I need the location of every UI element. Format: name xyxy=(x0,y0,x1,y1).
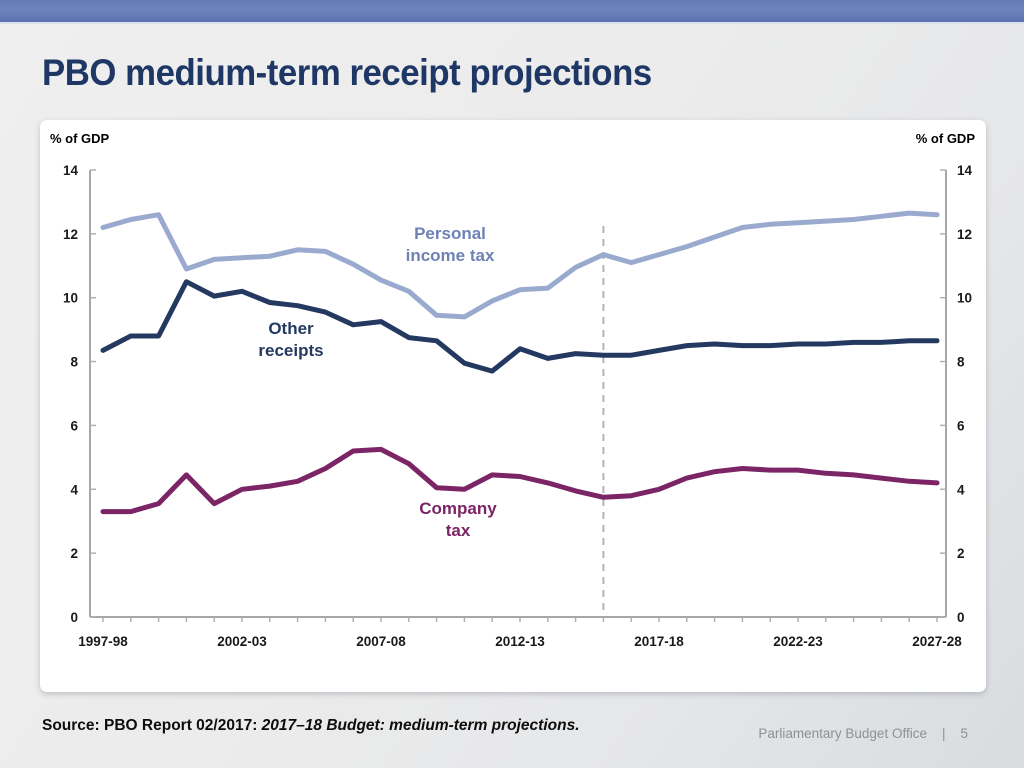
source-citation: 2017–18 Budget: medium-term projections. xyxy=(261,717,580,734)
x-tick-label: 2002-03 xyxy=(217,634,267,649)
series-line-1 xyxy=(100,279,940,374)
page-title: PBO medium-term receipt projections xyxy=(42,52,652,93)
source-prefix: Source: PBO Report 02/2017: xyxy=(42,717,262,734)
y-tick-label-right: 10 xyxy=(957,291,972,306)
x-tick-label: 2017-18 xyxy=(634,634,684,649)
footer-page-number: 5 xyxy=(960,726,968,741)
footer-organization: Parliamentary Budget Office xyxy=(758,726,927,741)
x-tick-label: 1997-98 xyxy=(78,634,128,649)
x-tick-label: 2007-08 xyxy=(356,634,406,649)
chart-card: % of GDP % of GDP 0 0 2 2 4 4 6 6 8 8 10 10 12 12 14 14… xyxy=(40,120,986,692)
y-tick-label-right: 14 xyxy=(957,163,973,178)
axis-unit-label-right: % of GDP xyxy=(916,131,976,146)
y-tick-label-left: 4 xyxy=(70,482,78,497)
series-line-0 xyxy=(100,210,940,320)
y-tick-label-right: 2 xyxy=(957,546,965,561)
y-tick-label-left: 2 xyxy=(70,546,78,561)
y-tick-label-right: 8 xyxy=(957,355,965,370)
series-line-2 xyxy=(100,446,940,515)
x-tick-label: 2022-23 xyxy=(773,634,823,649)
y-tick-label-left: 12 xyxy=(63,227,78,242)
y-tick-label-left: 8 xyxy=(70,355,78,370)
source-note: Source: PBO Report 02/2017: 2017–18 Budg… xyxy=(42,717,580,735)
y-tick-label-right: 12 xyxy=(957,227,972,242)
axis-unit-label-left: % of GDP xyxy=(50,131,110,146)
y-tick-label-right: 4 xyxy=(957,482,965,497)
y-tick-label-left: 6 xyxy=(70,418,78,433)
y-tick-label-right: 6 xyxy=(957,418,965,433)
y-tick-label-left: 10 xyxy=(63,291,78,306)
x-tick-label: 2012-13 xyxy=(495,634,545,649)
y-tick-label-left: 14 xyxy=(63,163,79,178)
footer: Parliamentary Budget Office | 5 xyxy=(758,726,968,741)
footer-separator: | xyxy=(941,726,946,741)
receipts-line-chart: % of GDP % of GDP 0 0 2 2 4 4 6 6 8 8 10 10 12 12 14 14… xyxy=(50,131,976,649)
top-banner xyxy=(0,0,1024,24)
y-tick-label-right: 0 xyxy=(957,610,965,625)
x-tick-label: 2027-28 xyxy=(912,634,962,649)
y-tick-label-left: 0 xyxy=(70,610,78,625)
